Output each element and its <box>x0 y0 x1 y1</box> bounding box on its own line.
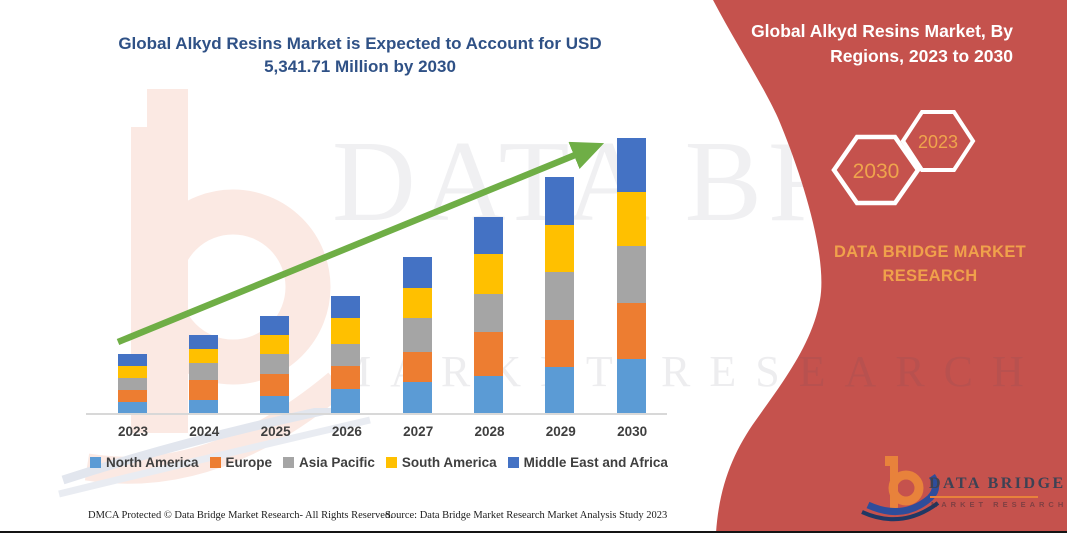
hexagon-2030 <box>831 134 921 206</box>
databridge-logo-icon <box>861 456 940 522</box>
segment-north-america <box>474 376 503 414</box>
segment-middle-east-and-africa <box>616 138 646 193</box>
bar-2029 <box>545 176 575 414</box>
legend-item-asia-pacific: Asia Pacific <box>283 455 375 470</box>
hexagon-2023-label: 2023 <box>918 132 958 152</box>
segment-asia-pacific <box>402 317 432 352</box>
segment-asia-pacific <box>474 294 503 333</box>
legend-label: Middle East and Africa <box>523 455 668 470</box>
segment-north-america <box>331 389 361 414</box>
legend-label: Europe <box>225 455 273 470</box>
legend-item-middle-east-and-africa: Middle East and Africa <box>507 455 668 470</box>
segment-north-america <box>545 367 575 414</box>
segment-middle-east-and-africa <box>117 354 147 366</box>
segment-south-america <box>545 225 575 273</box>
x-label-2028: 2028 <box>474 424 505 439</box>
x-label-2024: 2024 <box>189 424 220 439</box>
segment-middle-east-and-africa <box>545 176 575 226</box>
legend-swatch <box>507 457 519 468</box>
x-label-2026: 2026 <box>331 424 362 439</box>
x-axis-line <box>86 413 667 415</box>
segment-middle-east-and-africa <box>331 295 361 318</box>
legend-swatch <box>90 457 101 468</box>
legend-label: South America <box>401 455 497 470</box>
hexagon-2030-label: 2030 <box>853 160 900 183</box>
sidebar-title: Global Alkyd Resins Market, By Regions, … <box>751 21 1013 66</box>
bottom-border-line <box>0 531 1067 533</box>
sidebar-brand-text: DATA BRIDGE MARKET RESEARCH <box>808 241 1052 289</box>
sidebar-brand-line1: DATA BRIDGE MARKET <box>833 243 1027 261</box>
x-label-2029: 2029 <box>545 424 576 439</box>
sidebar-brand-line2: RESEARCH <box>882 266 978 285</box>
segment-asia-pacific <box>188 363 218 380</box>
segment-asia-pacific <box>331 344 361 366</box>
segment-south-america <box>260 335 290 354</box>
legend-item-europe: Europe <box>209 455 273 470</box>
segment-europe <box>474 332 503 377</box>
x-label-2030: 2030 <box>617 424 648 439</box>
bar-2025 <box>260 315 290 414</box>
legend-label: Asia Pacific <box>299 455 375 470</box>
segment-north-america <box>188 399 218 414</box>
chart-legend: North America Europe Asia Pacific South Ame… <box>90 455 668 470</box>
logo-name: DATA BRIDGE <box>929 475 1066 492</box>
segment-south-america <box>474 254 503 295</box>
legend-item-south-america: South America <box>385 455 497 470</box>
segment-middle-east-and-africa <box>402 256 432 288</box>
x-label-2025: 2025 <box>260 424 291 439</box>
segment-south-america <box>402 287 432 318</box>
segment-europe <box>260 374 290 396</box>
legend-swatch <box>283 457 295 468</box>
logo-subtitle: MARKET RESEARCH <box>931 500 1067 509</box>
legend-label: North America <box>106 455 199 470</box>
segment-europe <box>402 351 432 382</box>
legend-swatch <box>209 457 221 468</box>
segment-asia-pacific <box>260 354 290 374</box>
x-label-2027: 2027 <box>403 424 434 439</box>
segment-north-america <box>616 359 646 414</box>
bar-2026 <box>331 295 361 414</box>
segment-middle-east-and-africa <box>260 315 290 335</box>
segment-south-america <box>616 192 646 246</box>
segment-north-america <box>402 381 432 414</box>
segment-asia-pacific <box>545 272 575 321</box>
legend-item-north-america: North America <box>90 455 199 470</box>
segment-europe <box>331 365 361 389</box>
segment-south-america <box>117 366 147 378</box>
databridge-b-watermark <box>85 89 346 484</box>
segment-north-america <box>260 395 290 414</box>
footer-source-text: Source: Data Bridge Market Research Mark… <box>385 510 668 521</box>
segment-asia-pacific <box>117 378 147 390</box>
segment-south-america <box>188 349 218 363</box>
legend-swatch <box>385 457 397 468</box>
segment-europe <box>188 379 218 400</box>
segment-asia-pacific <box>616 245 646 304</box>
segment-europe <box>117 389 147 402</box>
segment-europe <box>616 303 646 359</box>
segment-south-america <box>331 317 361 344</box>
bar-2028 <box>474 216 503 414</box>
bar-2027 <box>402 256 432 414</box>
bar-2023 <box>117 354 147 414</box>
hexagon-2023 <box>900 110 976 172</box>
watermark-spaced-text: MARKET RESEARCH <box>332 347 1043 396</box>
segment-middle-east-and-africa <box>188 335 218 349</box>
watermark-swoosh-arcs <box>58 408 371 498</box>
chart-title: Global Alkyd Resins Market is Expected t… <box>118 34 602 76</box>
footer-dmca-text: DMCA Protected © Data Bridge Market Rese… <box>88 510 393 521</box>
bar-2024 <box>188 335 218 414</box>
logo-underline <box>930 496 1038 498</box>
x-label-2023: 2023 <box>117 424 149 439</box>
segment-middle-east-and-africa <box>474 216 503 255</box>
segment-north-america <box>117 402 147 414</box>
bar-2030 <box>616 138 646 414</box>
segment-europe <box>545 320 575 368</box>
